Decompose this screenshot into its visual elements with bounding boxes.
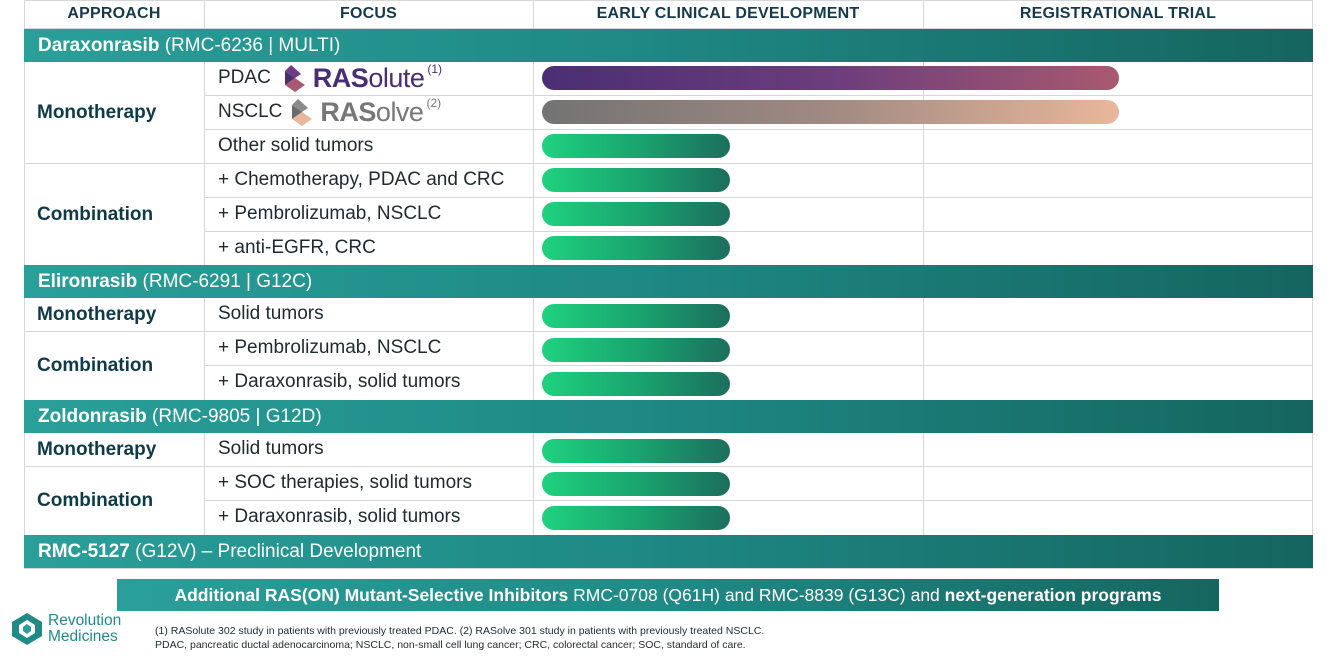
company-logo: Revolution Medicines — [11, 609, 151, 649]
program-detail: (G12V) – Preclinical Development — [135, 541, 422, 562]
approach-combination: Combination — [37, 489, 154, 511]
grid-line — [204, 95, 1313, 96]
footnote-ref: (1) — [427, 62, 443, 76]
footnote-line-2: PDAC, pancreatic ductal adenocarcinoma; … — [155, 639, 746, 651]
focus-label: PDAC — [218, 67, 271, 88]
bar-daraxonrasib-nsclc — [542, 100, 1119, 124]
rasolve-logo: RASolve — [320, 97, 424, 127]
grid-line — [204, 197, 1313, 198]
approach-monotherapy: Monotherapy — [37, 101, 157, 123]
program-detail: (RMC-6236 | MULTI) — [164, 35, 341, 56]
program-band-zoldonrasib: Zoldonrasib (RMC-9805 | G12D) — [24, 400, 1313, 433]
focus-anti-egfr: + anti-EGFR, CRC — [218, 237, 376, 258]
approach-combination: Combination — [37, 354, 154, 376]
grid-line — [204, 129, 1313, 130]
bar-elironrasib-solid — [542, 304, 730, 328]
program-name: RMC-5127 — [38, 541, 130, 562]
additional-programs-banner: Additional RAS(ON) Mutant-Selective Inhi… — [117, 579, 1219, 611]
program-name: Elironrasib — [38, 271, 138, 292]
grid-line — [204, 365, 1313, 366]
rasolute-logo: RASolute — [312, 63, 425, 93]
focus-pembrolizumab: + Pembrolizumab, NSCLC — [218, 337, 442, 358]
company-name-line2: Medicines — [48, 628, 118, 645]
banner-text-bold: next-generation programs — [944, 585, 1162, 605]
grid-line — [24, 163, 1313, 164]
program-name: Daraxonrasib — [38, 35, 160, 56]
grid-line — [24, 466, 1313, 467]
company-name-line1: Revolution — [48, 612, 122, 629]
header-focus: FOCUS — [340, 5, 397, 22]
bar-zoldonrasib-soc — [542, 472, 730, 496]
bar-daraxonrasib-egfr — [542, 236, 730, 260]
banner-text-bold: Additional RAS(ON) Mutant-Selective Inhi… — [174, 585, 569, 605]
bar-daraxonrasib-chemo — [542, 168, 730, 192]
focus-daraxonrasib-combo: + Daraxonrasib, solid tumors — [218, 506, 461, 527]
focus-chemotherapy: + Chemotherapy, PDAC and CRC — [218, 169, 505, 190]
focus-soc-therapies: + SOC therapies, solid tumors — [218, 472, 472, 493]
rasolve-logo-icon — [292, 99, 313, 126]
focus-pdac: PDAC RASolute (1) — [218, 61, 442, 95]
grid-line — [24, 568, 1313, 569]
grid-line — [24, 28, 1313, 29]
footnote-ref: (2) — [426, 96, 442, 110]
rasolute-logo-icon — [284, 65, 305, 92]
header-approach: APPROACH — [67, 5, 161, 22]
program-detail: (RMC-6291 | G12C) — [142, 271, 313, 292]
footnote-line-1: (1) RASolute 302 study in patients with … — [155, 625, 765, 637]
grid-line — [24, 331, 1313, 332]
bar-zoldonrasib-solid — [542, 439, 730, 463]
program-name: Zoldonrasib — [38, 406, 147, 427]
focus-label: NSCLC — [218, 101, 283, 122]
program-band-daraxonrasib: Daraxonrasib (RMC-6236 | MULTI) — [24, 29, 1313, 62]
approach-monotherapy: Monotherapy — [37, 438, 157, 460]
grid-line — [204, 500, 1313, 501]
approach-combination: Combination — [37, 203, 154, 225]
program-detail: (RMC-9805 | G12D) — [152, 406, 322, 427]
focus-solid-tumors: Solid tumors — [218, 438, 324, 459]
approach-monotherapy: Monotherapy — [37, 303, 157, 325]
bar-daraxonrasib-other — [542, 134, 730, 158]
bar-daraxonrasib-pembro — [542, 202, 730, 226]
program-band-elironrasib: Elironrasib (RMC-6291 | G12C) — [24, 265, 1313, 298]
program-band-rmc-5127: RMC-5127 (G12V) – Preclinical Developmen… — [24, 535, 1313, 568]
focus-solid-tumors: Solid tumors — [218, 303, 324, 324]
focus-other-solid-tumors: Other solid tumors — [218, 135, 374, 156]
header-registrational: REGISTRATIONAL TRIAL — [1019, 5, 1217, 22]
banner-text: RMC-0708 (Q61H) and RMC-8839 (G13C) and — [568, 585, 945, 605]
bar-elironrasib-darax — [542, 372, 730, 396]
bar-daraxonrasib-pdac — [542, 66, 1119, 90]
focus-pembrolizumab: + Pembrolizumab, NSCLC — [218, 203, 442, 224]
grid-line — [24, 0, 1313, 1]
bar-zoldonrasib-darax — [542, 506, 730, 530]
revolution-medicines-logo-icon — [12, 613, 42, 645]
focus-daraxonrasib-combo: + Daraxonrasib, solid tumors — [218, 371, 461, 392]
header-early-clinical: EARLY CLINICAL DEVELOPMENT — [596, 5, 860, 22]
grid-line — [204, 231, 1313, 232]
bar-elironrasib-pembro — [542, 338, 730, 362]
focus-nsclc: NSCLC RASolve (2) — [218, 95, 441, 129]
